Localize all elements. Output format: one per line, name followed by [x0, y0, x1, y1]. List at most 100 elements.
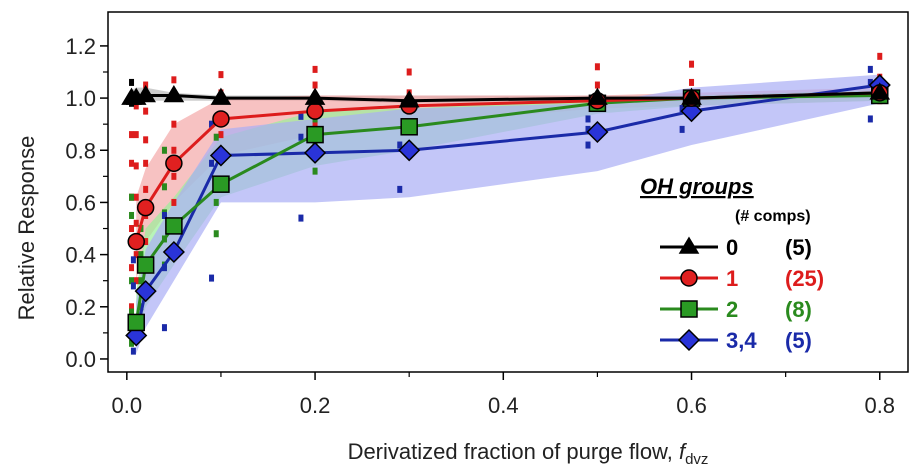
- legend-marker-0: [678, 236, 700, 254]
- compound-point: [585, 125, 591, 133]
- legend-count-1: (25): [785, 266, 824, 291]
- compound-point: [312, 120, 318, 128]
- compound-point: [171, 146, 177, 154]
- point-series-1: [136, 198, 155, 217]
- compound-point: [161, 183, 167, 191]
- compound-point: [213, 230, 219, 238]
- compound-point: [129, 308, 135, 316]
- compound-point: [689, 60, 695, 68]
- point-series-2: [165, 217, 183, 235]
- compound-point: [129, 277, 135, 285]
- compound-point: [312, 65, 318, 73]
- x-tick-label: 0.0: [112, 393, 143, 418]
- compound-point: [867, 78, 873, 86]
- compound-point: [213, 133, 219, 141]
- y-tick-label: 1.0: [65, 86, 96, 111]
- compound-point: [209, 274, 215, 282]
- compound-point: [406, 68, 412, 76]
- band-series-3,4: [136, 74, 880, 354]
- point-series-0: [304, 87, 326, 105]
- compound-point: [130, 282, 136, 290]
- compound-point: [585, 115, 591, 123]
- x-tick-label: 0.2: [300, 393, 331, 418]
- legend-label-1: 1: [726, 266, 738, 291]
- point-series-2: [212, 175, 230, 193]
- compound-point: [397, 185, 403, 193]
- compound-point: [679, 105, 685, 113]
- compound-point: [679, 125, 685, 133]
- compound-point: [133, 131, 139, 139]
- x-axis-label-main: Derivatized fraction of purge flow,: [348, 439, 679, 464]
- compound-point: [138, 277, 144, 285]
- point-series-1: [212, 110, 230, 128]
- x-axis-label: Derivatized fraction of purge flow, fdvz: [348, 439, 709, 468]
- point-series-1: [306, 102, 324, 120]
- compound-point: [130, 347, 136, 355]
- point-series-0: [210, 87, 232, 105]
- legend-label-2: 2: [726, 297, 738, 322]
- compound-point: [129, 131, 135, 139]
- compound-point: [171, 172, 177, 180]
- x-axis-label-subscript: dvz: [685, 451, 708, 468]
- y-tick-label: 1.2: [65, 34, 96, 59]
- compound-point: [867, 115, 873, 123]
- point-series-2: [306, 125, 324, 144]
- compound-point: [143, 238, 149, 246]
- legend-title: OH groups: [640, 174, 754, 199]
- compound-point: [689, 78, 695, 86]
- legend-label-3,4: 3,4: [726, 328, 757, 353]
- compound-point: [129, 225, 135, 233]
- compound-point: [867, 65, 873, 73]
- compound-point: [213, 198, 219, 206]
- compound-point: [143, 159, 149, 167]
- compound-point: [130, 256, 136, 264]
- series-markers: [121, 73, 891, 347]
- compound-point: [298, 214, 304, 222]
- point-series-1: [165, 154, 183, 173]
- x-tick-label: 0.8: [864, 393, 895, 418]
- compound-point: [171, 198, 177, 206]
- compound-point: [161, 264, 167, 272]
- point-series-3,4: [398, 139, 421, 162]
- x-tick-label: 0.6: [676, 393, 707, 418]
- legend-subtitle: (# comps): [735, 208, 811, 225]
- point-series-0: [398, 90, 420, 108]
- compound-point: [397, 141, 403, 149]
- compound-point: [129, 193, 135, 201]
- compound-point: [143, 185, 149, 193]
- point-series-0: [163, 85, 185, 103]
- y-tick-label: 0.6: [65, 190, 96, 215]
- compound-point: [133, 102, 139, 110]
- compound-point: [171, 76, 177, 84]
- point-series-2: [136, 256, 155, 274]
- compound-point: [312, 167, 318, 175]
- point-series-0: [681, 87, 702, 105]
- point-series-2: [127, 313, 145, 332]
- point-series-0: [869, 82, 891, 100]
- compound-point: [129, 78, 135, 86]
- x-tick-label: 0.4: [488, 393, 519, 418]
- point-series-0: [587, 87, 608, 105]
- compound-point: [143, 107, 149, 115]
- compound-point: [209, 159, 215, 167]
- point-series-3,4: [303, 141, 327, 164]
- legend-label-0: 0: [726, 235, 738, 260]
- compound-point: [129, 211, 135, 219]
- compound-point: [171, 120, 177, 128]
- compound-point: [129, 339, 135, 347]
- compound-point: [161, 146, 167, 154]
- compound-point: [298, 133, 304, 141]
- legend-marker-3,4: [677, 328, 701, 352]
- compound-point: [594, 63, 600, 71]
- compound-point: [129, 264, 135, 272]
- compound-point: [129, 159, 135, 167]
- compound-point: [133, 162, 139, 170]
- compound-point: [218, 71, 224, 79]
- point-series-3,4: [209, 144, 233, 167]
- compound-point: [133, 251, 139, 259]
- plot-frame: [107, 11, 909, 373]
- compound-point: [133, 219, 139, 227]
- compound-point: [312, 81, 318, 89]
- point-series-0: [135, 85, 156, 103]
